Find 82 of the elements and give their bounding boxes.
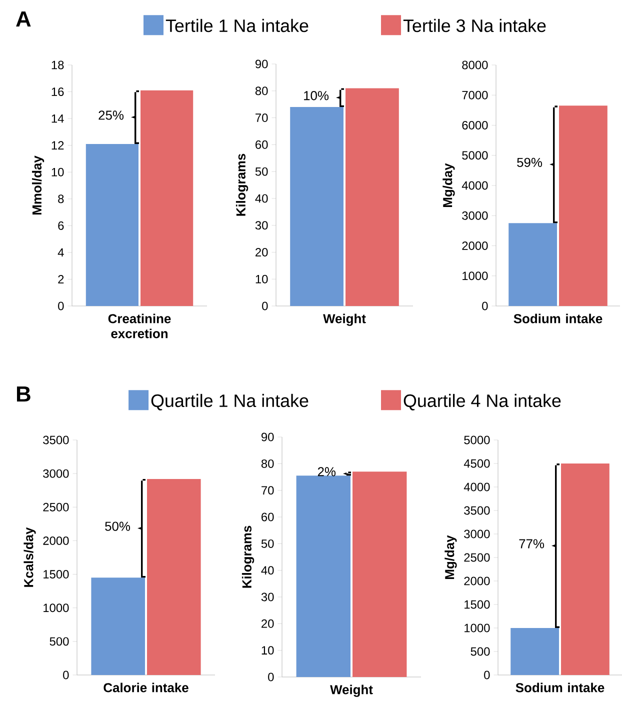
y-axis-title: Mg/day bbox=[444, 535, 457, 579]
legend-label: Tertile 1 Na intake bbox=[166, 18, 308, 32]
y-tick-label: 20 bbox=[255, 248, 268, 256]
y-tick-label: 4000 bbox=[462, 181, 488, 190]
y-tick-label: 0 bbox=[268, 672, 274, 682]
y-tick-label: 10 bbox=[256, 274, 268, 284]
chart-title: B bbox=[16, 386, 30, 402]
y-tick-label: 5000 bbox=[464, 436, 490, 444]
y-tick-label: 14 bbox=[52, 114, 64, 123]
y-tick-label: 500 bbox=[470, 647, 490, 656]
legend-label: Quartile 4 Na intake bbox=[404, 394, 561, 410]
y-tick-label: 60 bbox=[261, 512, 274, 522]
y-tick-label: 18 bbox=[52, 60, 64, 70]
y-tick-label: 2500 bbox=[43, 502, 69, 512]
annotation: 25% bbox=[98, 110, 124, 120]
x-tick-label: Weight bbox=[322, 314, 366, 326]
x-tick-label: Sodium intake bbox=[514, 314, 602, 324]
x-tick-label: Sodium intake bbox=[516, 682, 604, 692]
y-axis-title: Kilograms bbox=[242, 526, 254, 588]
y-tick-label: 0 bbox=[62, 670, 69, 680]
y-tick-label: 1000 bbox=[43, 604, 69, 612]
y-tick-label: 7000 bbox=[462, 90, 488, 100]
y-tick-label: 3500 bbox=[464, 506, 490, 515]
y-tick-label: 2000 bbox=[464, 576, 490, 586]
annotation: 10% bbox=[304, 91, 328, 100]
y-axis-title: Kilograms bbox=[236, 154, 248, 216]
y-tick-label: 8000 bbox=[462, 60, 488, 70]
y-tick-label: 5000 bbox=[462, 151, 488, 160]
y-tick-label: 12 bbox=[52, 141, 64, 150]
y-tick-label: 0 bbox=[484, 670, 490, 680]
y-tick-label: 2000 bbox=[43, 536, 69, 545]
x-tick-label: Weight bbox=[330, 684, 373, 697]
y-tick-label: 3000 bbox=[464, 530, 490, 538]
y-tick-label: 30 bbox=[261, 592, 274, 602]
y-tick-label: 90 bbox=[255, 60, 268, 68]
y-tick-label: 50 bbox=[261, 539, 274, 548]
y-tick-label: 16 bbox=[52, 88, 64, 96]
y-tick-label: 70 bbox=[255, 114, 268, 122]
y-tick-label: 0 bbox=[58, 302, 64, 310]
y-tick-label: 50 bbox=[255, 167, 268, 176]
y-tick-label: 8 bbox=[58, 194, 64, 204]
y-axis-title: Mg/day bbox=[442, 163, 455, 207]
annotation: 77% bbox=[519, 539, 544, 548]
annotation: 50% bbox=[104, 522, 130, 531]
y-tick-label: 80 bbox=[261, 459, 274, 468]
y-tick-label: 1500 bbox=[43, 570, 69, 579]
y-axis-title: Kcals/day bbox=[24, 527, 36, 587]
y-tick-label: 10 bbox=[262, 646, 274, 655]
y-tick-label: 6000 bbox=[462, 121, 488, 130]
y-tick-label: 4 bbox=[58, 248, 64, 257]
y-axis-title: Mmol/day bbox=[32, 156, 44, 214]
y-tick-label: 40 bbox=[255, 194, 268, 203]
y-tick-label: 80 bbox=[255, 86, 268, 96]
y-tick-label: 0 bbox=[482, 302, 488, 310]
y-tick-label: 2500 bbox=[464, 553, 490, 562]
y-tick-label: 10 bbox=[52, 168, 64, 176]
y-tick-label: 6 bbox=[58, 221, 64, 230]
y-tick-label: 3000 bbox=[42, 469, 69, 478]
y-tick-label: 3000 bbox=[462, 211, 488, 220]
y-tick-label: 2 bbox=[58, 275, 64, 284]
y-tick-label: 3500 bbox=[42, 436, 69, 444]
y-tick-label: 1000 bbox=[462, 272, 488, 280]
y-tick-label: 4000 bbox=[464, 482, 490, 492]
y-tick-label: 1000 bbox=[464, 624, 490, 632]
annotation: 2% bbox=[318, 467, 336, 476]
legend-label: Tertile 3 Na intake bbox=[403, 18, 546, 32]
y-tick-label: 500 bbox=[50, 637, 69, 646]
y-tick-label: 30 bbox=[255, 221, 268, 230]
y-tick-label: 90 bbox=[261, 432, 274, 442]
y-tick-label: 0 bbox=[262, 302, 268, 310]
x-tick-label: Calorie intake bbox=[104, 682, 188, 692]
annotation: 59% bbox=[516, 158, 542, 167]
chart-title: A bbox=[16, 11, 31, 27]
x-tick-label: Creatinine excretion bbox=[108, 314, 171, 338]
y-tick-label: 40 bbox=[261, 566, 274, 575]
y-tick-label: 2000 bbox=[462, 242, 488, 250]
y-tick-label: 4500 bbox=[464, 459, 490, 468]
y-tick-label: 70 bbox=[261, 486, 274, 495]
y-tick-label: 60 bbox=[255, 140, 268, 149]
legend-label: Quartile 1 Na intake bbox=[151, 394, 308, 410]
y-tick-label: 1500 bbox=[464, 600, 490, 609]
y-tick-label: 20 bbox=[261, 619, 274, 628]
